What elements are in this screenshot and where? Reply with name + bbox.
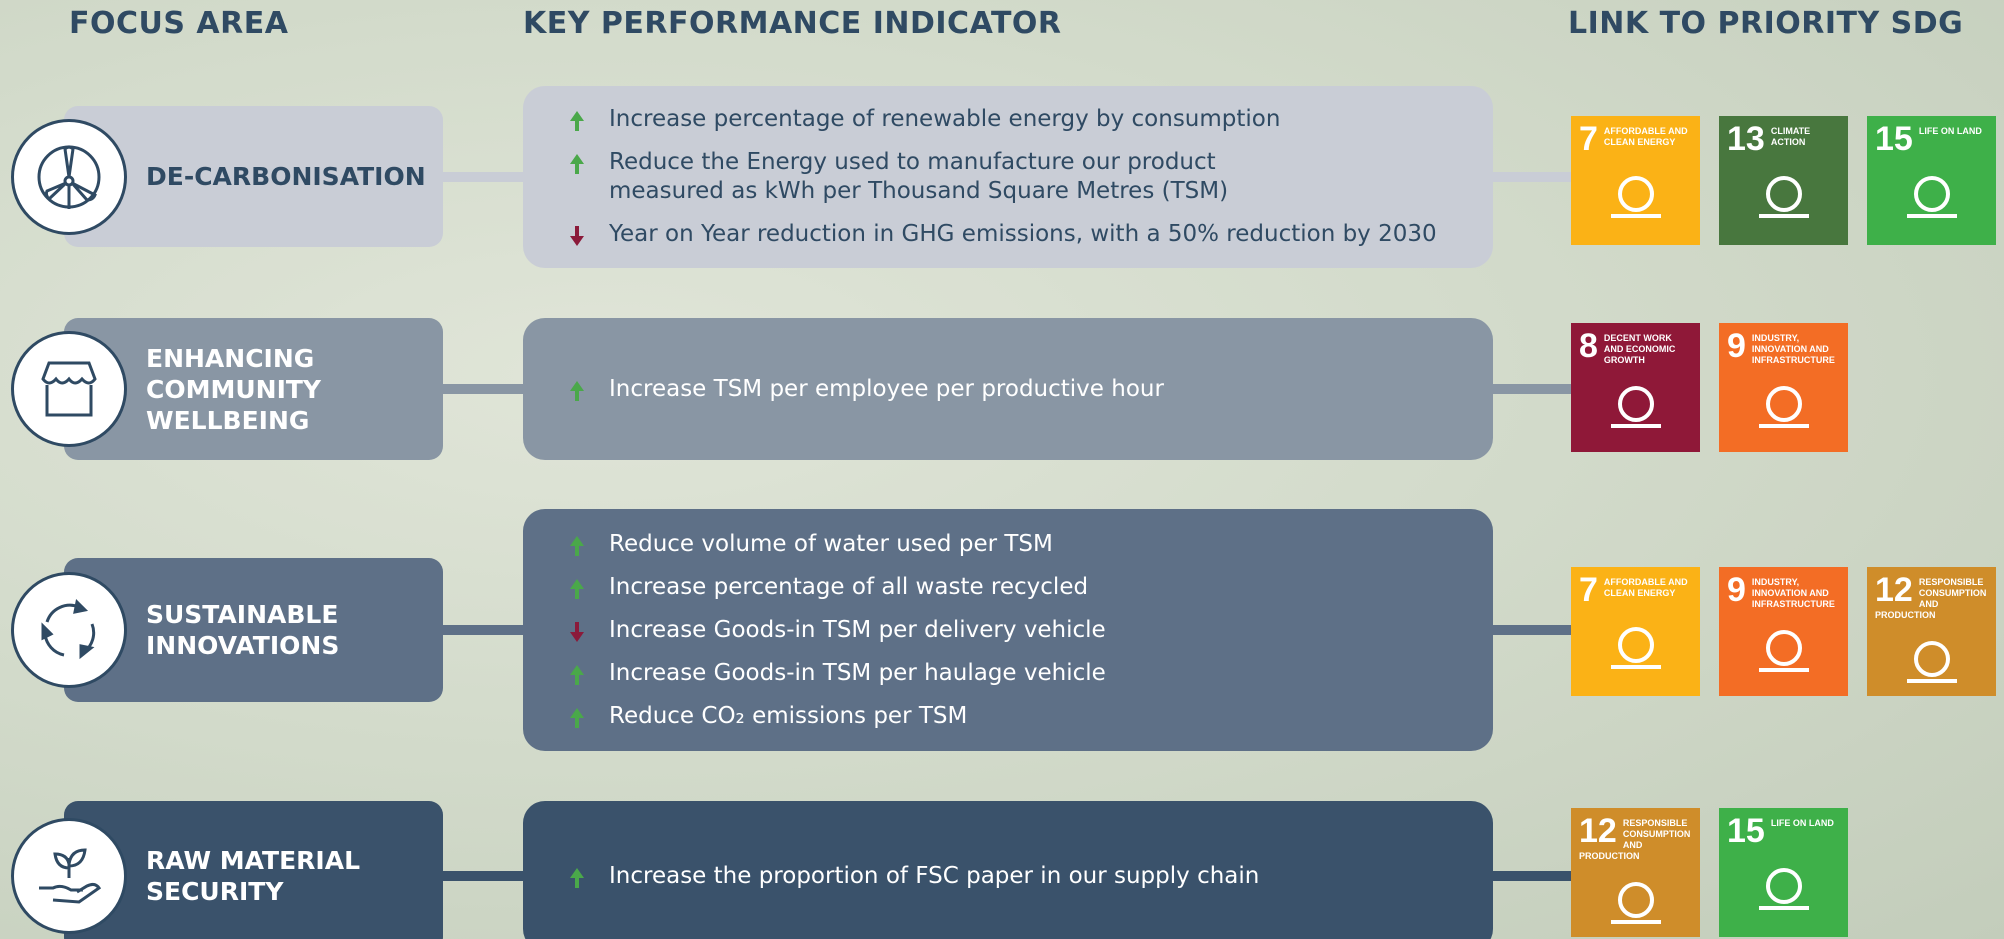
connector: [1490, 172, 1574, 182]
sdg-icon: [1727, 156, 1840, 224]
connector: [440, 625, 526, 635]
connector: [440, 172, 526, 182]
trend-arrow: [569, 110, 585, 132]
sdg-number: 13: [1727, 122, 1765, 156]
sdg-icon: [1875, 621, 1988, 689]
trend-arrow: [569, 578, 585, 600]
sdg-number: 8: [1579, 329, 1598, 363]
sdg-number: 7: [1579, 573, 1598, 607]
connector: [440, 384, 526, 394]
sdg-icon: [1727, 610, 1840, 678]
kpi-item: Year on Year reduction in GHG emissions,…: [569, 220, 1493, 249]
kpi-item: Increase Goods-in TSM per delivery vehic…: [569, 616, 1493, 645]
connector: [440, 871, 526, 881]
sdg-header: LINK TO PRIORITY SDG: [1568, 6, 1963, 41]
sdg-icon: [1727, 366, 1840, 434]
kpi-item: Reduce volume of water used per TSM: [569, 530, 1493, 559]
kpi-text: Increase Goods-in TSM per haulage vehicl…: [609, 659, 1106, 688]
focus-header: FOCUS AREA: [69, 6, 288, 41]
focus-icon: [11, 331, 127, 447]
sdg-icon: [1875, 156, 1988, 224]
trend-arrow: [569, 225, 585, 247]
kpi-item: Reduce the Energy used to manufacture ou…: [569, 148, 1493, 206]
kpi-item: Increase percentage of all waste recycle…: [569, 573, 1493, 602]
trend-arrow: [569, 707, 585, 729]
sdg-number: 9: [1727, 329, 1746, 363]
trend-arrow: [569, 535, 585, 557]
kpi-text: Reduce CO₂ emissions per TSM: [609, 702, 967, 731]
sdg-number: 9: [1727, 573, 1746, 607]
kpi-card: Increase the proportion of FSC paper in …: [523, 801, 1493, 939]
focus-icon: [11, 818, 127, 934]
kpi-card: Increase percentage of renewable energy …: [523, 86, 1493, 268]
kpi-text: Increase the proportion of FSC paper in …: [609, 862, 1259, 891]
kpi-item: Increase TSM per employee per productive…: [569, 375, 1493, 404]
sdg-number: 12: [1875, 573, 1913, 607]
kpi-text: Increase percentage of renewable energy …: [609, 105, 1280, 134]
trend-arrow: [569, 153, 585, 175]
trend-arrow: [569, 664, 585, 686]
kpi-text: Increase percentage of all waste recycle…: [609, 573, 1088, 602]
trend-arrow: [569, 621, 585, 643]
kpi-card: Reduce volume of water used per TSM Incre…: [523, 509, 1493, 751]
connector: [1490, 384, 1574, 394]
kpi-text: Reduce volume of water used per TSM: [609, 530, 1053, 559]
trend-arrow: [569, 867, 585, 889]
sdg-number: 12: [1579, 814, 1617, 848]
connector: [1490, 625, 1574, 635]
sdg-number: 7: [1579, 122, 1598, 156]
kpi-header: KEY PERFORMANCE INDICATOR: [523, 6, 1062, 41]
focus-icon: [11, 119, 127, 235]
sdg-icon: [1579, 607, 1692, 675]
sdg-number: 15: [1727, 814, 1765, 848]
kpi-text: Increase Goods-in TSM per delivery vehic…: [609, 616, 1106, 645]
kpi-item: Increase Goods-in TSM per haulage vehicl…: [569, 659, 1493, 688]
kpi-text: Reduce the Energy used to manufacture ou…: [609, 148, 1228, 206]
sdg-icon: [1579, 366, 1692, 434]
connector: [1490, 871, 1574, 881]
trend-arrow: [569, 380, 585, 402]
sdg-number: 15: [1875, 122, 1913, 156]
kpi-item: Increase the proportion of FSC paper in …: [569, 862, 1493, 891]
sdg-icon: [1727, 848, 1840, 916]
kpi-text: Increase TSM per employee per productive…: [609, 375, 1164, 404]
sdg-icon: [1579, 862, 1692, 930]
kpi-item: Increase percentage of renewable energy …: [569, 105, 1493, 134]
sdg-icon: [1579, 156, 1692, 224]
page: FOCUS AREA KEY PERFORMANCE INDICATOR LIN…: [0, 0, 2004, 939]
kpi-item: Reduce CO₂ emissions per TSM: [569, 702, 1493, 731]
kpi-text: Year on Year reduction in GHG emissions,…: [609, 220, 1437, 249]
kpi-card: Increase TSM per employee per productive…: [523, 318, 1493, 460]
focus-icon: [11, 572, 127, 688]
